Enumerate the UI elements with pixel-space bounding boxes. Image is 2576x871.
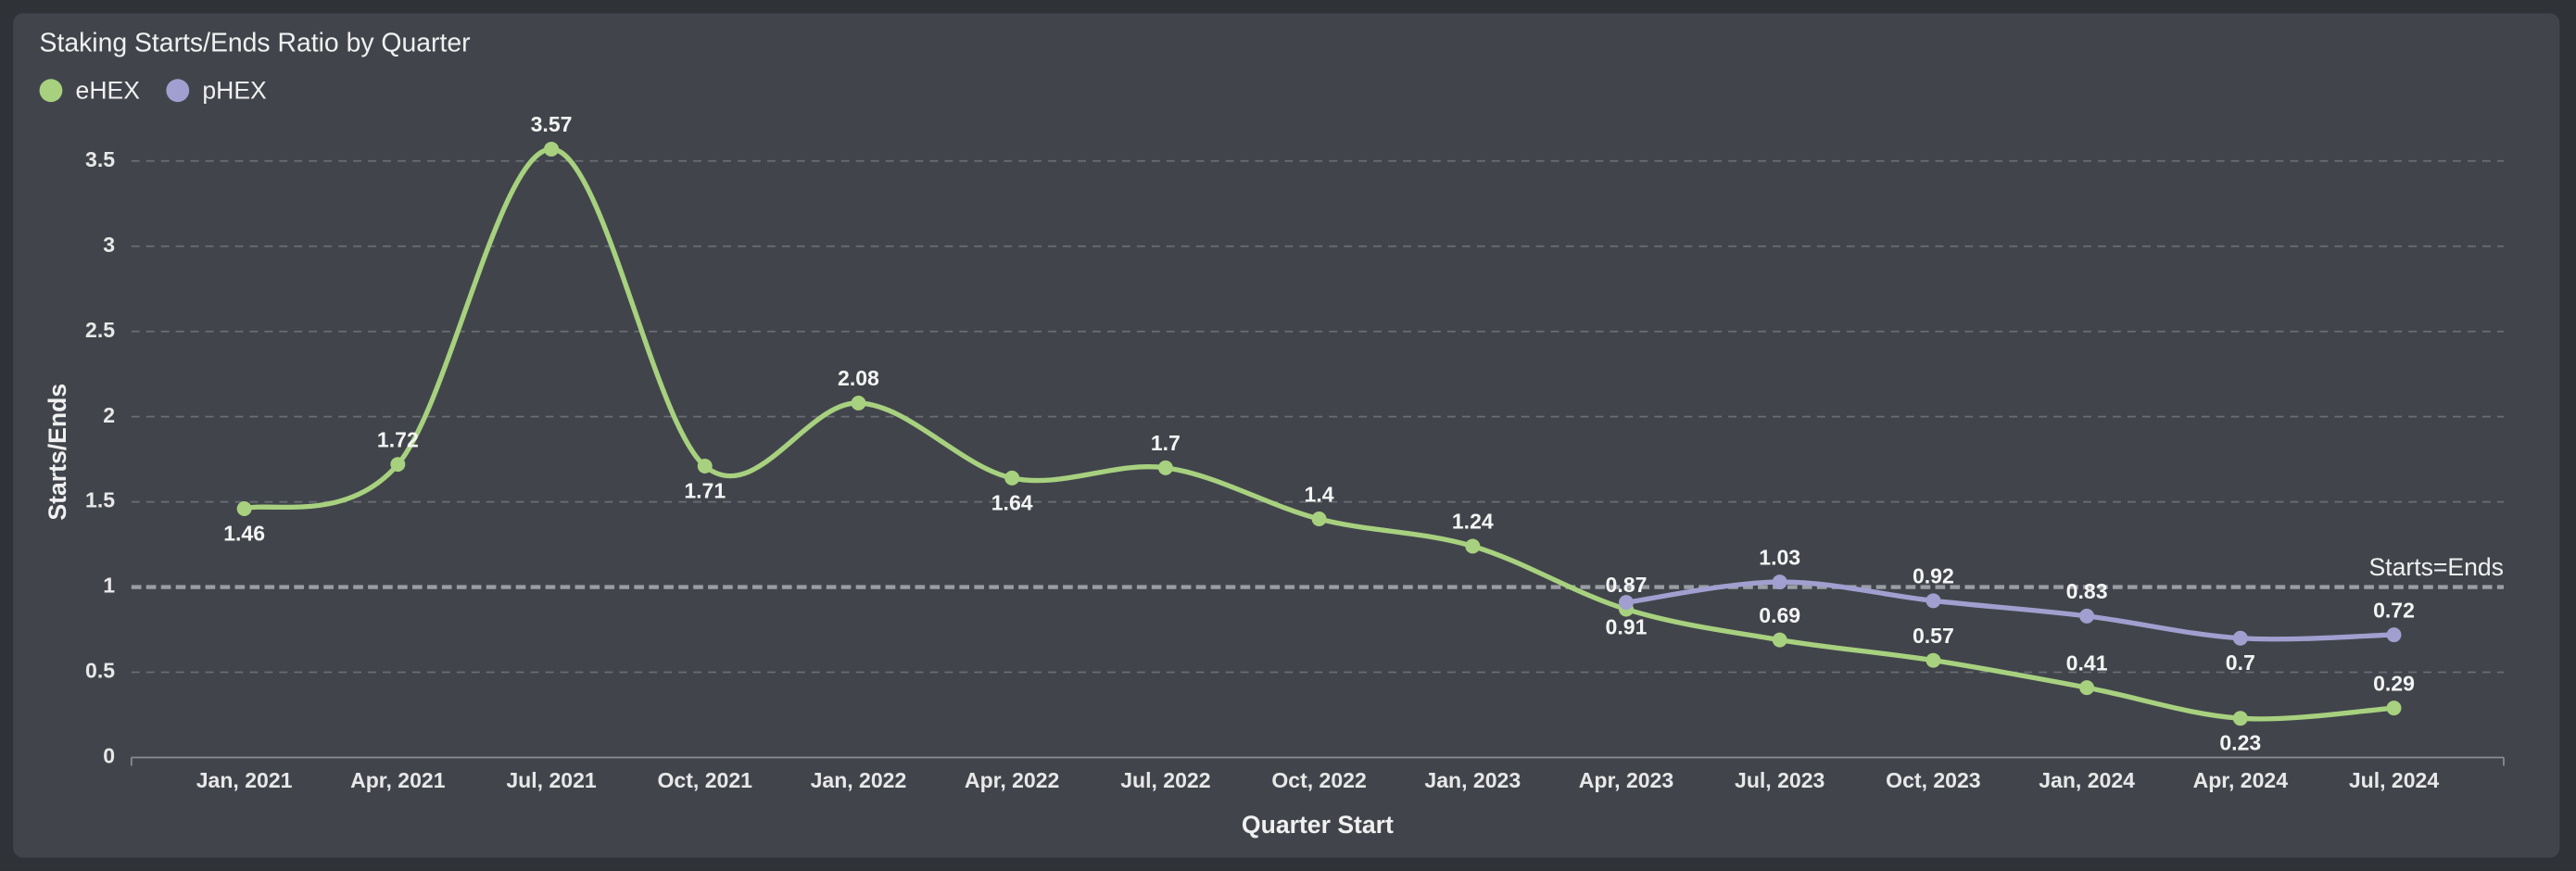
point	[390, 457, 406, 473]
data-label: 2.08	[838, 366, 879, 390]
x-tick-label: Apr, 2022	[965, 768, 1059, 792]
point	[2079, 608, 2095, 624]
y-tick-label: 3	[103, 233, 115, 257]
point	[1311, 511, 1327, 526]
x-tick-label: Jan, 2021	[196, 768, 293, 792]
legend-swatch	[39, 79, 63, 103]
legend-label: pHEX	[202, 76, 267, 104]
data-label: 0.72	[2373, 598, 2415, 622]
data-label: 0.41	[2066, 650, 2108, 675]
x-tick-label: Jul, 2023	[1735, 768, 1825, 792]
data-label: 1.03	[1759, 545, 1800, 569]
point	[1926, 593, 1941, 609]
point	[851, 395, 866, 410]
data-label: 1.71	[684, 478, 726, 502]
data-label: 0.57	[1913, 624, 1954, 648]
point	[1004, 470, 1020, 486]
y-tick-label: 1	[103, 574, 115, 598]
point	[1772, 632, 1787, 648]
point	[1772, 574, 1787, 590]
y-axis-title: Starts/Ends	[44, 384, 71, 521]
x-tick-label: Jul, 2022	[1120, 768, 1210, 792]
data-label: 3.57	[531, 112, 573, 136]
x-tick-label: Jan, 2023	[1424, 768, 1521, 792]
point	[2386, 627, 2402, 643]
x-axis-title: Quarter Start	[1242, 811, 1394, 839]
point	[1926, 652, 1941, 668]
x-tick-label: Apr, 2023	[1579, 768, 1673, 792]
x-tick-label: Apr, 2024	[2193, 768, 2289, 792]
point	[2232, 630, 2248, 646]
line-phex	[1625, 579, 2394, 642]
y-tick-label: 3.5	[85, 147, 115, 171]
y-tick-label: 2.5	[85, 318, 115, 342]
data-label: 0.23	[2219, 731, 2261, 755]
point	[2079, 680, 2095, 696]
legend-label: eHEX	[76, 76, 141, 104]
data-label: 1.46	[223, 521, 265, 545]
data-label: 0.83	[2066, 579, 2108, 603]
data-label: 1.4	[1305, 482, 1334, 506]
card	[13, 13, 2560, 858]
data-label: 1.24	[1452, 510, 1494, 534]
x-tick-label: Apr, 2021	[350, 768, 446, 792]
legend-swatch	[166, 79, 190, 103]
point	[544, 141, 560, 157]
data-label: 0.29	[2373, 671, 2415, 695]
x-tick-label: Jan, 2022	[811, 768, 907, 792]
x-tick-label: Jul, 2024	[2349, 768, 2440, 792]
x-tick-label: Oct, 2023	[1886, 768, 1980, 792]
data-label: 0.92	[1913, 564, 1954, 588]
data-label: 0.87	[1606, 573, 1648, 597]
x-tick-label: Jan, 2024	[2039, 768, 2135, 792]
x-tick-label: Oct, 2021	[658, 768, 753, 792]
x-tick-label: Oct, 2022	[1271, 768, 1366, 792]
data-label: 0.91	[1606, 615, 1648, 639]
chart-title: Staking Starts/Ends Ratio by Quarter	[40, 29, 471, 58]
point	[1619, 595, 1634, 611]
data-label: 0.7	[2226, 650, 2255, 675]
data-label: 1.72	[377, 427, 419, 451]
y-tick-label: 0.5	[85, 659, 115, 683]
point	[1465, 538, 1481, 554]
point	[2386, 701, 2402, 716]
point	[1157, 460, 1173, 475]
y-tick-label: 0	[103, 744, 115, 768]
reference-label: Starts=Ends	[2368, 553, 2504, 581]
data-label: 1.64	[991, 490, 1033, 514]
point	[236, 501, 252, 516]
y-tick-label: 1.5	[85, 488, 115, 512]
data-label: 1.7	[1151, 431, 1181, 455]
point	[697, 459, 713, 473]
x-tick-label: Jul, 2021	[506, 768, 597, 792]
y-tick-label: 2	[103, 403, 115, 427]
data-label: 0.69	[1759, 603, 1800, 627]
point	[2232, 711, 2248, 726]
